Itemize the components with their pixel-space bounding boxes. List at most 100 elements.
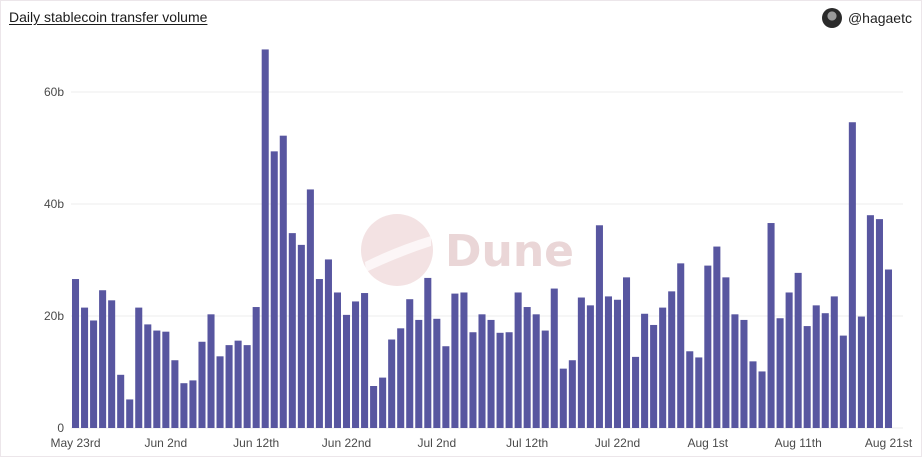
bar[interactable] xyxy=(279,135,287,428)
bar[interactable] xyxy=(342,314,351,428)
bar[interactable] xyxy=(632,356,640,428)
bar[interactable] xyxy=(433,318,441,428)
bar[interactable] xyxy=(252,307,260,428)
bar[interactable] xyxy=(577,297,585,428)
bar[interactable] xyxy=(306,189,314,428)
bar[interactable] xyxy=(848,122,856,429)
bar[interactable] xyxy=(216,356,224,428)
author-link[interactable]: @hagaetc xyxy=(821,8,912,28)
bar[interactable] xyxy=(866,215,874,428)
bar[interactable] xyxy=(207,314,215,428)
bar[interactable] xyxy=(379,377,387,428)
bar[interactable] xyxy=(659,307,667,428)
bar[interactable] xyxy=(415,319,423,428)
bar[interactable] xyxy=(740,319,748,428)
bar[interactable] xyxy=(523,307,531,428)
bar[interactable] xyxy=(695,357,703,428)
bar[interactable] xyxy=(361,293,369,428)
bar[interactable] xyxy=(650,324,658,428)
bar[interactable] xyxy=(288,233,296,428)
bar[interactable] xyxy=(487,319,495,428)
bar[interactable] xyxy=(198,341,206,428)
bar[interactable] xyxy=(812,305,820,428)
bar[interactable] xyxy=(171,360,179,428)
bar[interactable] xyxy=(803,326,811,428)
bar[interactable] xyxy=(704,265,712,428)
bar[interactable] xyxy=(243,345,251,428)
y-axis-labels: 0 20b 40b 60b xyxy=(44,85,64,435)
bar[interactable] xyxy=(406,299,414,428)
bar[interactable] xyxy=(821,313,829,428)
bar[interactable] xyxy=(397,328,405,428)
bar[interactable] xyxy=(559,368,567,428)
bar[interactable] xyxy=(225,345,233,428)
bar[interactable] xyxy=(126,399,134,428)
bar[interactable] xyxy=(776,318,784,428)
bar[interactable] xyxy=(532,314,540,428)
bar[interactable] xyxy=(451,293,459,428)
x-axis-labels: May 23rd Jun 2nd Jun 12th Jun 22nd Jul 2nd Ju… xyxy=(50,436,912,450)
bar[interactable] xyxy=(460,292,468,428)
bar[interactable] xyxy=(595,225,603,428)
bar[interactable] xyxy=(162,331,170,428)
bar[interactable] xyxy=(677,263,685,428)
bar[interactable] xyxy=(297,244,305,428)
bar[interactable] xyxy=(722,277,730,428)
bar[interactable] xyxy=(388,339,396,428)
bar[interactable] xyxy=(505,332,513,428)
bar[interactable] xyxy=(713,246,721,428)
bar[interactable] xyxy=(884,269,893,428)
bar[interactable] xyxy=(81,307,89,428)
bar[interactable] xyxy=(686,351,694,428)
bar[interactable] xyxy=(270,151,278,429)
y-tick-label: 0 xyxy=(57,421,64,435)
bar[interactable] xyxy=(469,332,477,428)
bar[interactable] xyxy=(758,371,766,428)
bar[interactable] xyxy=(261,49,269,428)
bar[interactable] xyxy=(794,272,802,428)
bar[interactable] xyxy=(180,383,188,428)
bar[interactable] xyxy=(442,346,450,428)
bar[interactable] xyxy=(767,223,775,428)
bar[interactable] xyxy=(568,360,576,428)
x-tick-label: Jul 2nd xyxy=(417,436,456,450)
author-name: @hagaetc xyxy=(847,10,912,26)
y-tick-label: 40b xyxy=(44,197,64,211)
bar[interactable] xyxy=(324,259,332,428)
bar[interactable] xyxy=(234,340,242,428)
bar[interactable] xyxy=(623,277,631,428)
bar[interactable] xyxy=(153,330,161,428)
bar[interactable] xyxy=(189,380,197,428)
bar[interactable] xyxy=(749,361,757,428)
bar[interactable] xyxy=(496,332,504,428)
bar[interactable] xyxy=(857,316,865,428)
bar[interactable] xyxy=(785,292,793,428)
bar[interactable] xyxy=(117,374,125,428)
bar[interactable] xyxy=(541,330,549,428)
bar[interactable] xyxy=(478,314,486,428)
bar[interactable] xyxy=(135,307,143,428)
bar[interactable] xyxy=(99,290,107,428)
bar[interactable] xyxy=(352,301,360,428)
bar[interactable] xyxy=(550,288,558,428)
bar[interactable] xyxy=(613,299,622,428)
bar[interactable] xyxy=(604,296,612,428)
bar[interactable] xyxy=(839,335,847,428)
dune-logo-stripe xyxy=(365,236,431,272)
bar[interactable] xyxy=(731,314,739,428)
bar[interactable] xyxy=(424,277,432,428)
bar[interactable] xyxy=(875,219,883,428)
bar[interactable] xyxy=(830,296,838,428)
bar[interactable] xyxy=(641,313,649,428)
bar[interactable] xyxy=(333,292,341,428)
bar[interactable] xyxy=(514,292,522,428)
bar[interactable] xyxy=(144,324,152,428)
chart-title[interactable]: Daily stablecoin transfer volume xyxy=(9,9,208,25)
bar[interactable] xyxy=(71,279,80,428)
bar[interactable] xyxy=(370,386,378,428)
bar[interactable] xyxy=(315,279,323,428)
bar[interactable] xyxy=(108,300,116,428)
bar[interactable] xyxy=(90,320,98,428)
bar[interactable] xyxy=(586,305,594,428)
bar[interactable] xyxy=(668,291,676,428)
